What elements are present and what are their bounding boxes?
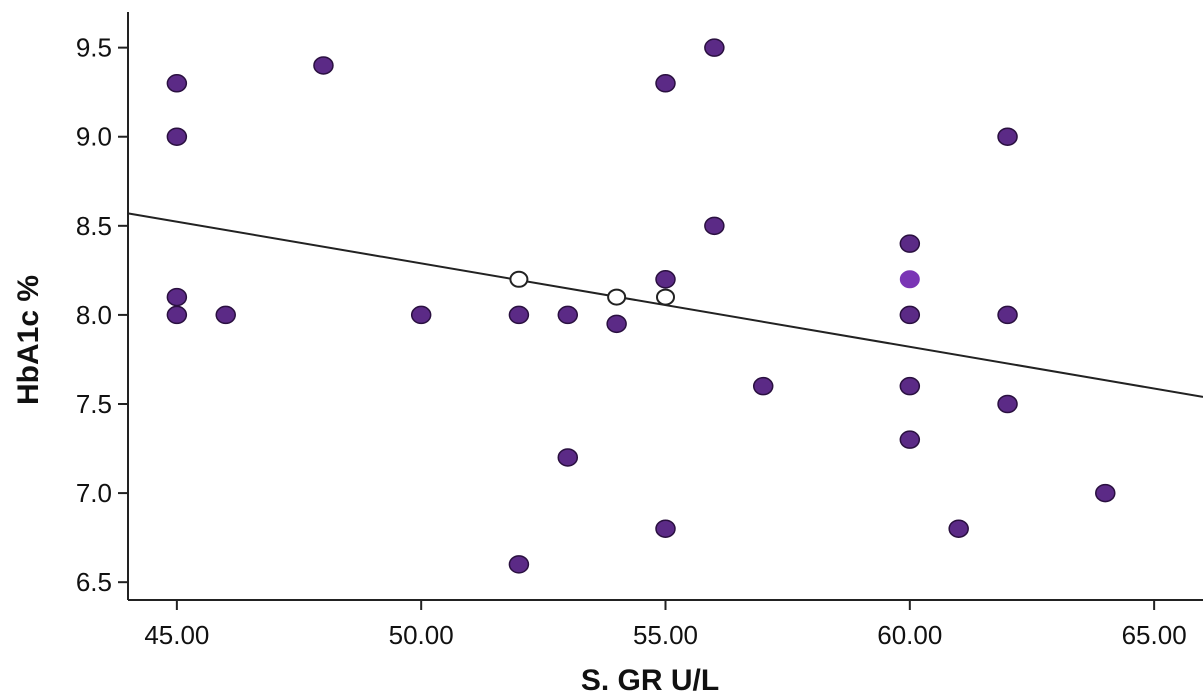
y-tick-label: 9.5 <box>76 33 112 63</box>
x-ticks: 45.00 50.00 55.00 60.00 65.00 <box>144 600 1187 650</box>
data-point <box>899 305 921 325</box>
x-tick-label: 65.00 <box>1122 620 1187 650</box>
y-ticks: 6.5 7.0 7.5 8.0 8.5 9.0 9.5 <box>76 33 128 597</box>
data-point <box>508 305 530 325</box>
data-point <box>166 305 188 325</box>
data-point <box>313 56 334 75</box>
data-point <box>997 394 1018 414</box>
data-points <box>166 38 1116 574</box>
data-point <box>557 305 579 325</box>
data-point <box>948 519 969 538</box>
data-point-hollow <box>607 288 627 306</box>
y-tick-label: 8.0 <box>76 300 112 330</box>
data-point <box>899 430 921 449</box>
data-point <box>704 38 725 57</box>
data-point-hollow <box>656 288 675 306</box>
data-point <box>899 376 921 396</box>
data-point-hollow <box>509 270 529 288</box>
y-tick-label: 6.5 <box>76 567 112 597</box>
y-tick-label: 7.0 <box>76 478 112 508</box>
data-point <box>899 234 921 253</box>
data-point <box>655 519 676 538</box>
data-point-highlight <box>899 270 920 289</box>
data-point <box>655 270 676 289</box>
data-point <box>1095 483 1116 503</box>
x-axis-title: S. GR U/L <box>581 664 719 696</box>
x-tick-label: 60.00 <box>877 620 942 650</box>
data-point <box>557 448 579 467</box>
x-tick-label: 45.00 <box>144 620 209 650</box>
x-tick-label: 55.00 <box>633 620 698 650</box>
data-point <box>166 287 188 307</box>
y-tick-label: 8.5 <box>76 211 112 241</box>
data-point <box>215 305 236 325</box>
data-point <box>606 314 627 334</box>
data-point <box>752 376 774 396</box>
data-point <box>704 216 725 236</box>
data-point <box>410 305 432 325</box>
y-tick-label: 7.5 <box>76 389 112 419</box>
x-tick-label: 50.00 <box>389 620 454 650</box>
y-tick-label: 9.0 <box>76 122 112 152</box>
data-point <box>508 555 530 574</box>
y-axis-title: HbA1c % <box>12 275 45 405</box>
data-point <box>997 127 1018 146</box>
data-point <box>997 305 1018 325</box>
data-point <box>166 74 188 93</box>
data-point <box>655 74 676 93</box>
data-point <box>166 127 188 146</box>
